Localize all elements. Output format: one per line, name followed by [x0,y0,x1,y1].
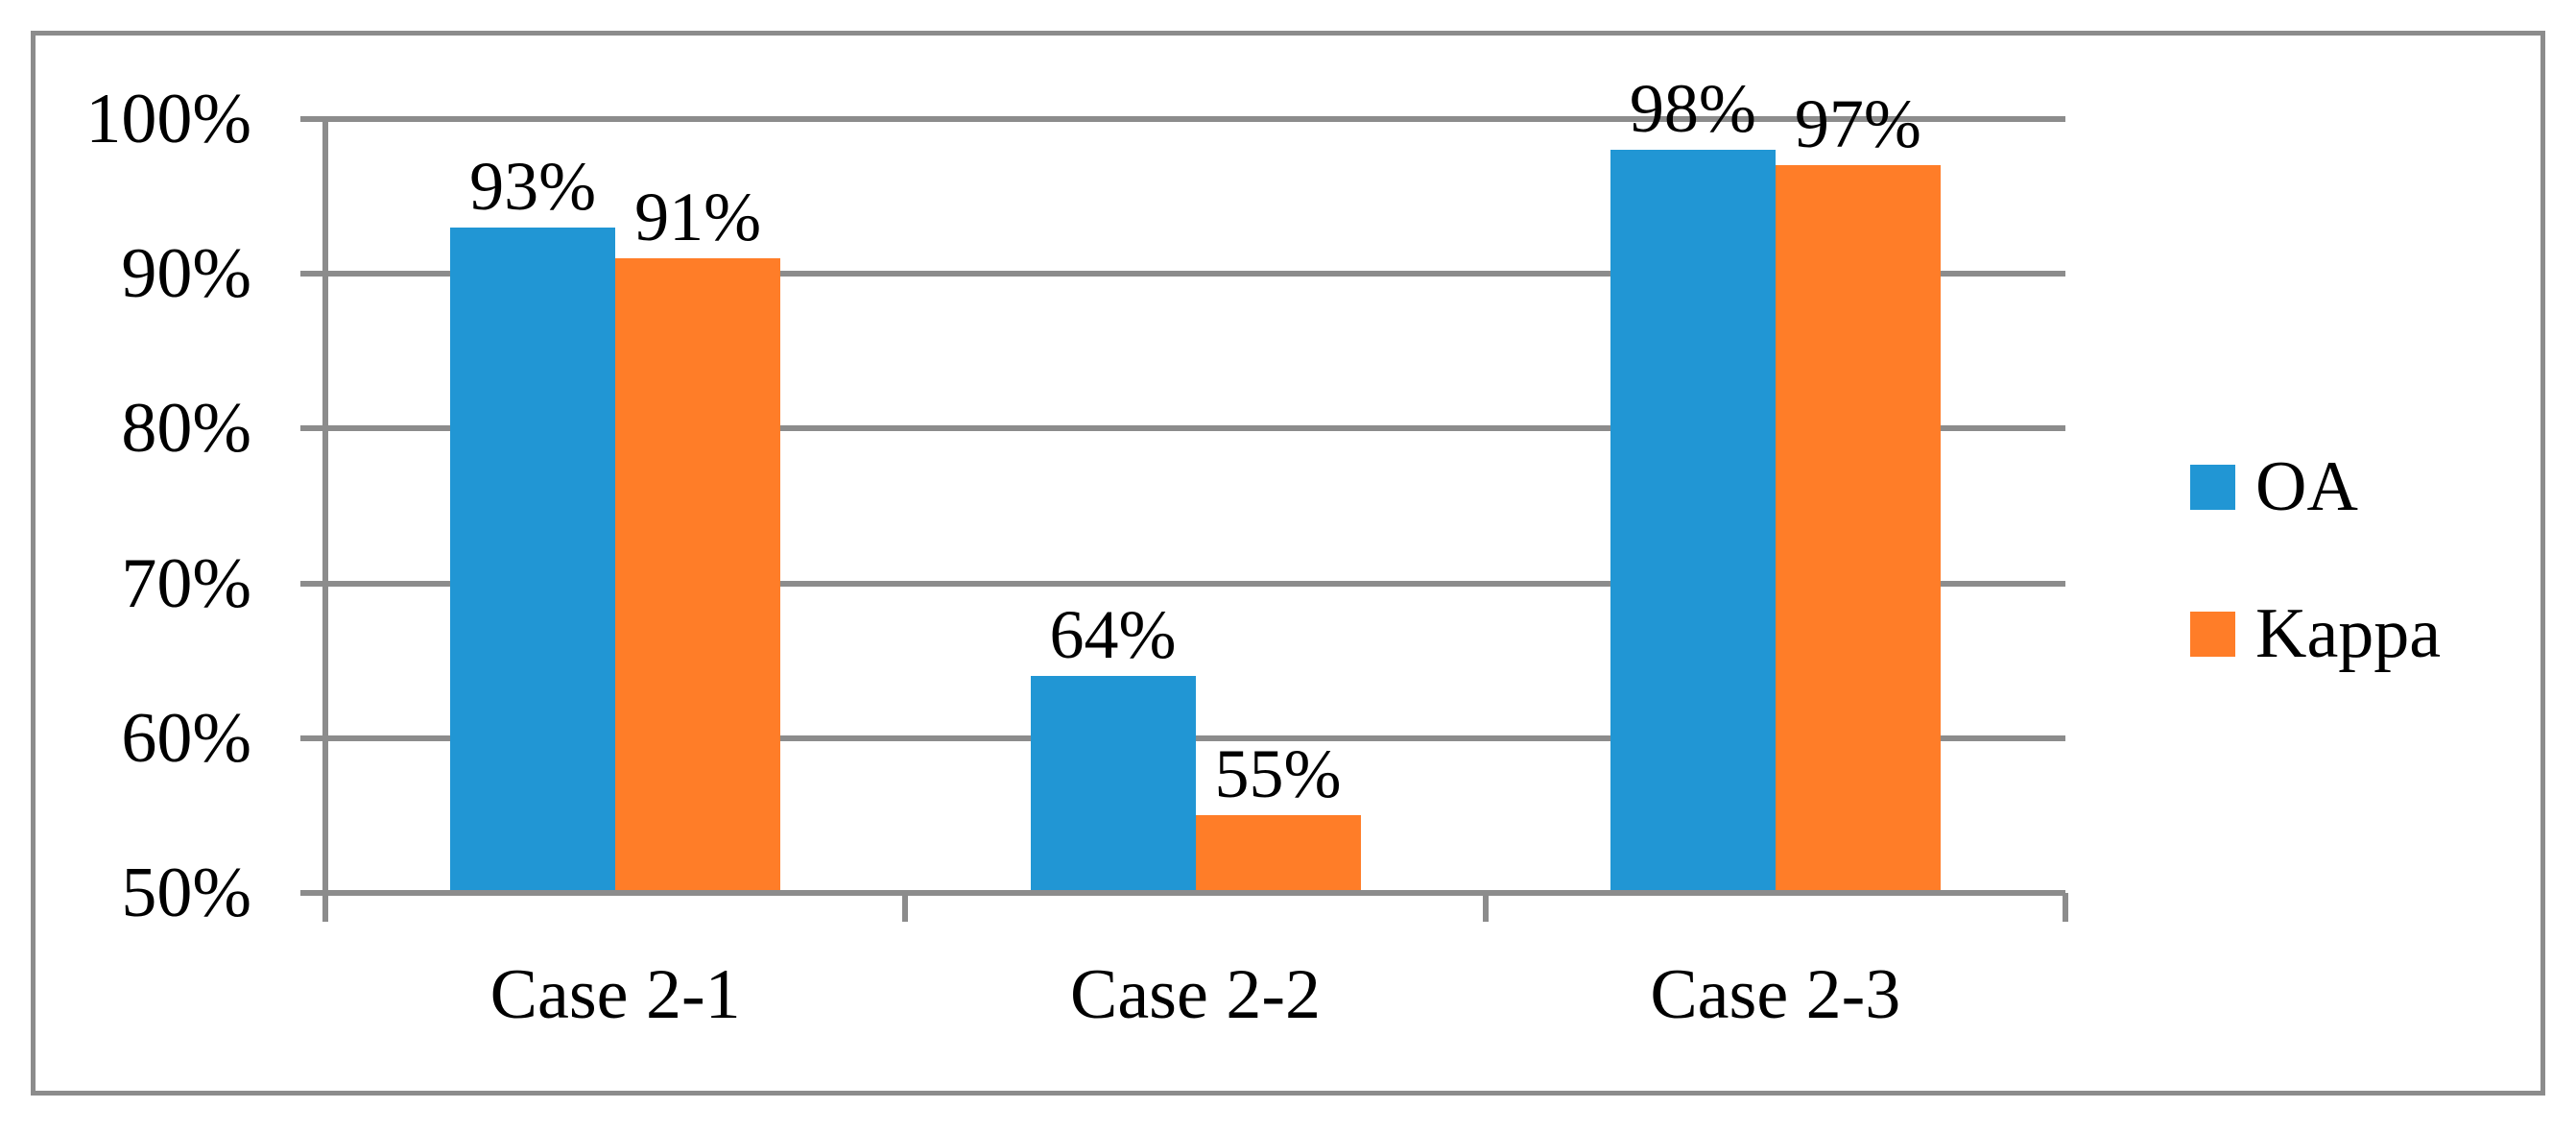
bar-value-label: 98% [1629,70,1756,148]
chart-border [31,31,2545,1096]
x-category-label: Case 2-2 [1069,955,1321,1034]
x-axis-tick [2063,893,2068,922]
x-axis-tick [1482,893,1489,922]
bar-value-label: 55% [1214,735,1342,813]
bar-oa-case-2-3 [1610,150,1776,893]
legend-swatch-kappa [2190,611,2235,657]
y-axis-tick-label: 90% [121,234,251,314]
gridline-100 [300,116,2065,122]
y-axis-tick-label: 100% [85,80,251,158]
bar-kappa-case-2-2 [1195,815,1361,893]
legend-label-oa: OA [2255,447,2358,526]
y-axis-tick-label: 50% [121,854,251,932]
y-axis-tick-label: 80% [121,389,251,469]
bar-kappa-case-2-1 [615,258,781,893]
x-axis-line [300,890,2065,896]
x-category-label: Case 2-1 [489,955,741,1034]
y-axis-line [322,116,328,922]
y-axis-tick-label: 70% [121,543,251,623]
x-category-label: Case 2-3 [1650,955,1901,1034]
bar-kappa-case-2-3 [1775,165,1941,893]
bar-value-label: 64% [1049,596,1177,674]
legend-swatch-oa [2190,464,2235,510]
gridline-80 [300,425,2065,432]
bar-oa-case-2-1 [450,227,616,893]
bar-value-label: 97% [1794,85,1921,163]
x-axis-tick [902,893,909,922]
bar-oa-case-2-2 [1030,676,1196,893]
bar-value-label: 93% [469,147,597,225]
legend-label-kappa: Kappa [2255,594,2442,673]
gridline-90 [300,271,2065,277]
y-axis-tick-label: 60% [121,698,251,778]
gridline-70 [300,580,2065,587]
bar-value-label: 91% [634,179,762,256]
